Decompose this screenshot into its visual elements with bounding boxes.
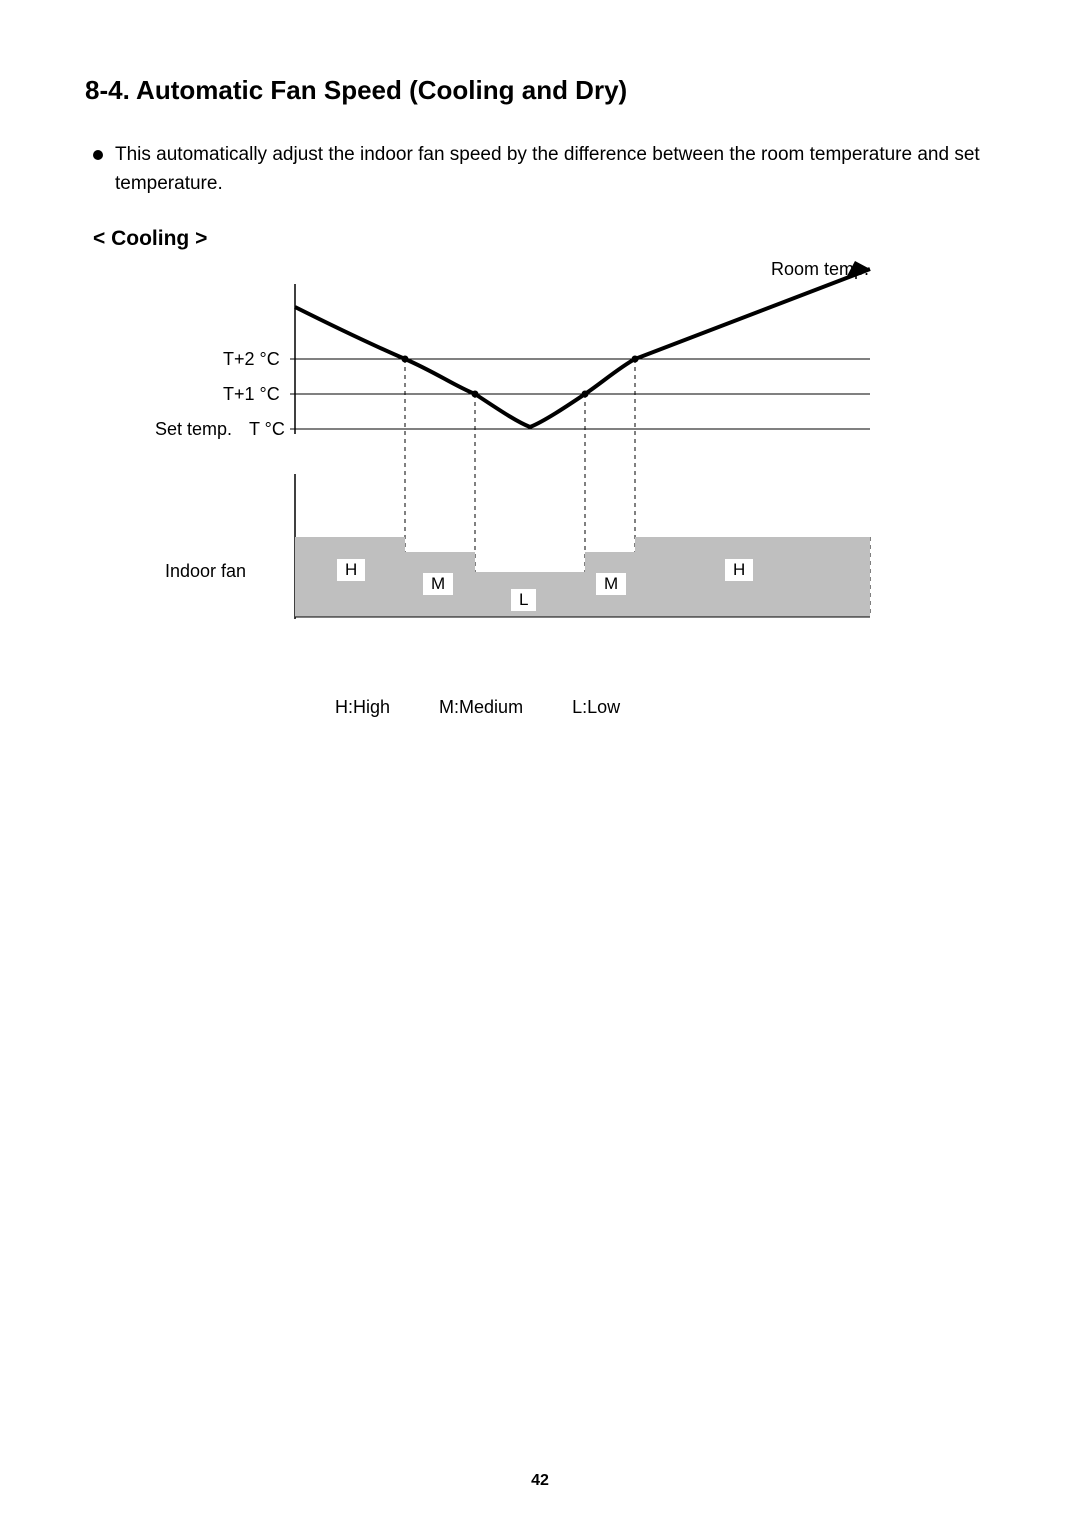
y-label-t: T °C [249, 419, 285, 440]
fan-chip-l: L [511, 589, 536, 611]
fan-chip-m1: M [423, 573, 453, 595]
cooling-diagram: Room temp. T+2 °C T+1 °C T °C Set temp. … [85, 259, 985, 689]
indoor-fan-label: Indoor fan [165, 561, 246, 582]
set-temp-label: Set temp. [155, 419, 232, 440]
legend-m: M:Medium [439, 697, 523, 717]
bullet-dot-icon [93, 150, 103, 160]
bullet-item: This automatically adjust the indoor fan… [93, 140, 995, 199]
fan-chip-m2: M [596, 573, 626, 595]
cooling-subhead: < Cooling > [93, 227, 995, 251]
legend-h: H:High [335, 697, 390, 717]
y-label-t1: T+1 °C [223, 384, 280, 405]
y-label-t2: T+2 °C [223, 349, 280, 370]
fan-legend: H:High M:Medium L:Low [335, 697, 995, 718]
legend-l: L:Low [572, 697, 620, 717]
bullet-text: This automatically adjust the indoor fan… [115, 140, 995, 199]
fan-chip-h1: H [337, 559, 365, 581]
fan-chip-h2: H [725, 559, 753, 581]
section-title: 8-4. Automatic Fan Speed (Cooling and Dr… [85, 75, 995, 106]
page-number: 42 [0, 1472, 1080, 1490]
room-temp-label: Room temp. [771, 259, 869, 280]
